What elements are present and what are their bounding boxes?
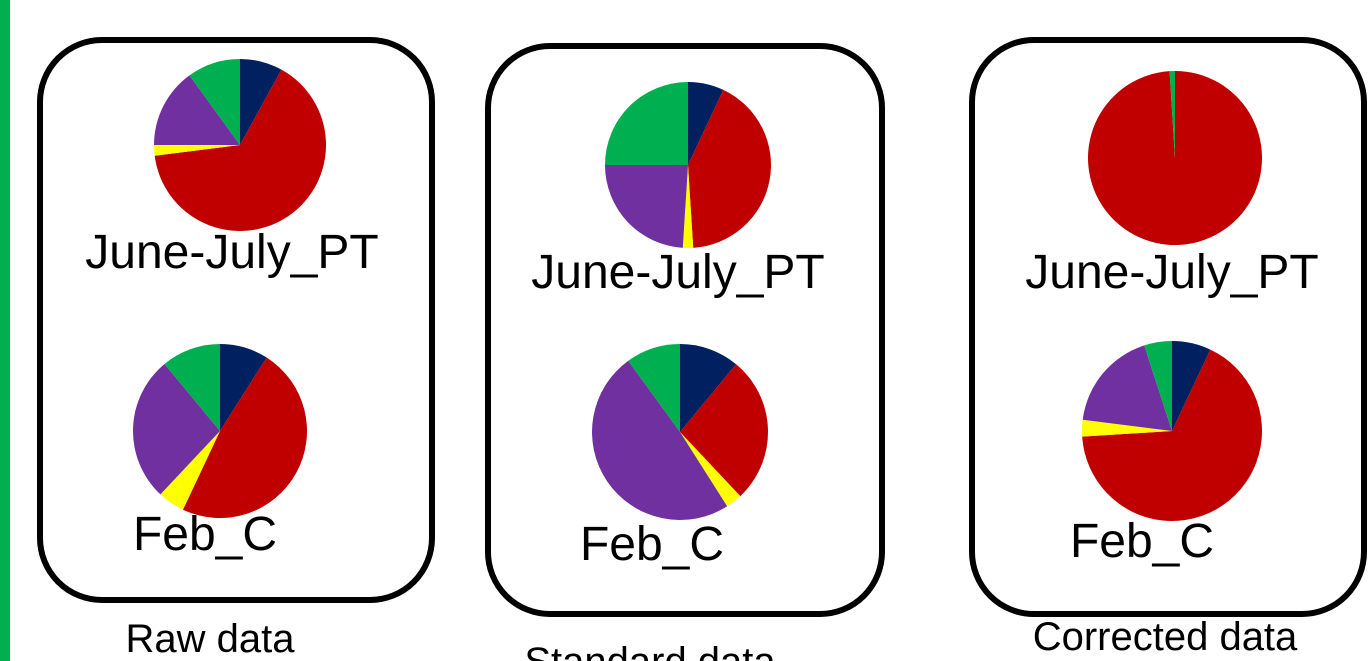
pie-slice <box>1088 71 1263 246</box>
panel-box <box>37 37 435 603</box>
pie-slice <box>240 59 282 145</box>
pie-slice <box>164 344 220 431</box>
pie-slice <box>682 165 694 248</box>
pie-slice <box>688 89 771 248</box>
pie-slice <box>628 344 680 432</box>
panel-box <box>969 37 1367 617</box>
pie-slice <box>1082 349 1262 521</box>
pie-slice <box>1082 419 1172 437</box>
pie-slice <box>220 344 267 431</box>
pie-slice <box>1172 341 1211 431</box>
pie-label: June-July_PT <box>531 246 824 299</box>
pie-slice <box>1082 345 1172 431</box>
pie-slice <box>605 82 688 165</box>
accent-bar <box>0 0 10 661</box>
pie-slice <box>680 364 768 497</box>
pie-slice <box>680 344 737 432</box>
pie-slice <box>133 363 220 495</box>
pie-slice <box>154 145 240 156</box>
pie-slice <box>154 75 240 145</box>
pie-slice <box>189 59 240 145</box>
pie-slice <box>688 82 724 165</box>
pie-label: Feb_C <box>1070 515 1214 568</box>
pie-label: Feb_C <box>580 518 724 571</box>
panel-caption: Standard data <box>524 640 776 661</box>
pie-label: June-July_PT <box>1025 246 1318 299</box>
pie-slice <box>160 431 220 510</box>
pie-slice <box>1144 341 1172 431</box>
pie-slice <box>592 360 728 520</box>
panel-caption: Raw data <box>126 617 296 661</box>
pie-label: Feb_C <box>133 508 277 561</box>
pie-slice <box>182 357 308 518</box>
pie-slice <box>154 69 326 231</box>
pie-slice <box>605 165 688 248</box>
panel-caption: Corrected data <box>1033 615 1298 659</box>
pie-label: June-July_PT <box>85 226 378 279</box>
pie-slice <box>680 432 741 507</box>
pie-slice <box>1169 71 1175 158</box>
panel-box <box>485 43 885 617</box>
